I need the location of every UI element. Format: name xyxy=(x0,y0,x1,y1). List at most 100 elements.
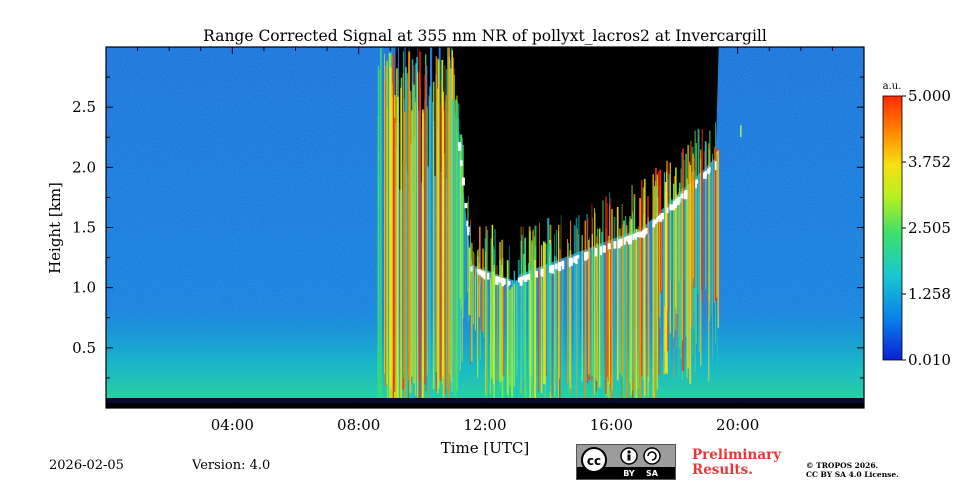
y-tick-label: 1.0 xyxy=(72,279,96,297)
cloud-base-highlight xyxy=(496,276,499,285)
cloud-base-highlight xyxy=(642,230,645,238)
cloud-base-highlight xyxy=(714,161,717,171)
cloud-base-highlight xyxy=(704,170,707,175)
cc-icon xyxy=(581,447,607,473)
cloud-base-highlight xyxy=(599,246,603,256)
y-axis: 0.5 1.0 1.5 2.0 2.5 xyxy=(72,76,864,379)
cloud-base-highlight xyxy=(624,236,627,241)
preliminary-line1: Preliminary xyxy=(692,447,782,463)
cloud-base-highlight xyxy=(460,160,463,166)
x-tick-label: 12:00 xyxy=(463,416,506,434)
x-tick-label: 16:00 xyxy=(590,416,633,434)
preliminary-line2: Results. xyxy=(692,462,753,478)
cloud-base-highlight xyxy=(467,227,470,236)
attenuated-region xyxy=(447,47,719,282)
version-label: Version: 4.0 xyxy=(192,458,271,473)
cloud-base-highlight xyxy=(569,257,573,266)
cloud-base-highlight xyxy=(626,236,630,242)
x-tick-label: 20:00 xyxy=(716,416,759,434)
cc-by-sa-badge: cc BY SA xyxy=(576,444,676,480)
cloud-base-highlight xyxy=(495,275,497,285)
cloud-base-highlight xyxy=(508,281,511,286)
cloud-base-highlight xyxy=(683,191,688,200)
colorbar-fill xyxy=(882,95,903,361)
cloud-base-highlight xyxy=(617,239,621,249)
cloud-base-highlight xyxy=(503,278,506,285)
sa-text: SA xyxy=(646,469,659,478)
cloud-base-highlight xyxy=(470,266,473,272)
cloud-base-highlight xyxy=(576,255,580,259)
cloud-base-highlight xyxy=(666,207,669,214)
cloud-base-highlight xyxy=(575,255,578,264)
cloud-base-highlight xyxy=(550,264,555,274)
plot-area xyxy=(106,47,864,408)
cc-text: cc xyxy=(587,454,601,468)
cloud-base-highlight xyxy=(653,219,656,225)
colorbar-tick-label: 1.258 xyxy=(908,285,951,303)
cloud-base-highlight xyxy=(707,168,710,175)
cloud-base-highlight xyxy=(500,278,504,282)
cloud-base-highlight xyxy=(573,256,577,263)
cloud-base-highlight xyxy=(669,204,673,210)
colorbar-tick-label: 0.010 xyxy=(908,351,951,369)
cloud-base-highlight xyxy=(568,258,571,267)
cloud-base-highlight xyxy=(677,196,681,203)
cloud-base-highlight xyxy=(523,275,527,282)
x-tick-label: 08:00 xyxy=(337,416,380,434)
cloud-base-highlight xyxy=(540,268,543,277)
cloud-base-highlight xyxy=(623,237,626,245)
sa-icon xyxy=(643,447,661,465)
cloud-base-highlight xyxy=(477,269,481,275)
cloud-base-highlight xyxy=(554,263,558,270)
copyright-line1: © TROPOS 2026. xyxy=(806,461,879,470)
cloud-base-highlight xyxy=(673,200,678,209)
cloud-base-highlight xyxy=(619,238,623,247)
cloud-base-highlight xyxy=(684,190,687,194)
cloud-base-highlight xyxy=(602,245,606,253)
cloud-base-highlight xyxy=(656,217,659,223)
cloud-base-highlight xyxy=(527,273,531,280)
cloud-base-highlight xyxy=(507,280,510,287)
cloud-base-highlight xyxy=(549,265,551,273)
cloud-base-highlight xyxy=(517,277,521,283)
cloud-base-highlight xyxy=(613,241,617,249)
cloud-base-highlight xyxy=(637,232,641,238)
colorbar-tick-label: 3.752 xyxy=(908,153,951,171)
y-tick-label: 2.5 xyxy=(72,98,96,116)
colorbar-ticks: 5.000 3.752 2.505 1.258 0.010 xyxy=(902,87,951,369)
cloud-base-highlight xyxy=(644,228,647,236)
cloud-base-highlight xyxy=(486,272,490,280)
features-layer xyxy=(377,47,742,408)
cloud-base-highlight xyxy=(557,262,562,272)
colorbar: a.u. 5.000 3.752 2.505 1.258 0.010 xyxy=(882,81,951,369)
cloud-base-highlight xyxy=(632,233,635,241)
cloud-base-highlight xyxy=(659,214,663,222)
cloud-base-highlight xyxy=(535,271,538,278)
chart-title: Range Corrected Signal at 355 nm NR of p… xyxy=(203,27,767,45)
cloud-base-highlight xyxy=(680,194,683,199)
cloud-base-highlight xyxy=(695,180,697,189)
cloud-base-highlight xyxy=(464,203,468,209)
cloud-base-highlight xyxy=(479,269,482,276)
cloud-base-highlight xyxy=(461,177,465,186)
cloud-base-highlight xyxy=(559,261,563,266)
cloud-base-highlight xyxy=(635,232,638,240)
y-axis-label: Height [km] xyxy=(46,182,64,274)
copyright-line2: CC BY SA 4.0 License. xyxy=(806,470,899,479)
y-tick-label: 1.5 xyxy=(72,219,96,237)
cloud-base-highlight xyxy=(519,276,523,286)
x-axis: 04:00 08:00 12:00 16:00 20:00 xyxy=(137,47,833,434)
x-tick-label: 04:00 xyxy=(211,416,254,434)
cloud-base-highlight xyxy=(562,260,565,270)
cloud-base-highlight xyxy=(501,278,505,287)
cloud-base-highlight xyxy=(585,251,588,260)
by-text: BY xyxy=(623,469,635,478)
colorbar-unit: a.u. xyxy=(883,81,902,92)
cloud-base-highlight xyxy=(483,271,486,280)
copyright-notice: © TROPOS 2026. CC BY SA 4.0 License. xyxy=(806,461,899,479)
cc-badge-graphic: cc BY SA xyxy=(577,447,675,479)
cloud-base-highlight xyxy=(481,270,483,278)
cloud-base-highlight xyxy=(522,275,525,280)
cloud-base-highlight xyxy=(703,172,707,179)
